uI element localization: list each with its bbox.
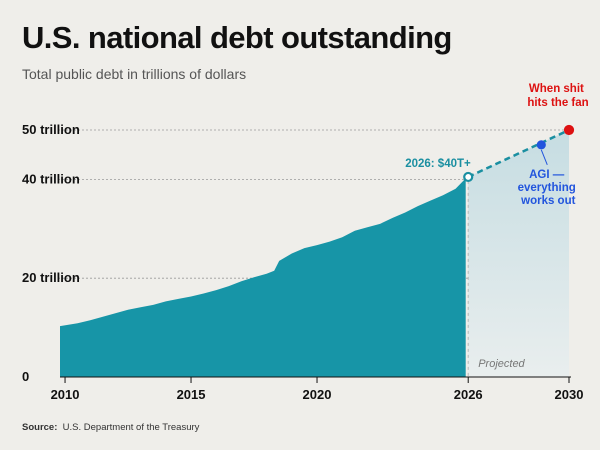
- marker-fan-label: When shit hits the fan: [527, 83, 588, 109]
- y-tick-label-50: 50 trillion: [22, 122, 80, 137]
- projected-label: Projected: [478, 358, 525, 370]
- marker-2026-point: [463, 171, 474, 183]
- x-tick-label-2010: 2010: [51, 387, 80, 402]
- chart-subtitle: Total public debt in trillions of dollar…: [22, 66, 247, 82]
- y-tick-label-20: 20 trillion: [22, 270, 80, 285]
- agi-leader-line: [540, 149, 548, 166]
- marker-agi-line-3: works out: [520, 195, 575, 207]
- marker-fan-point: [563, 124, 575, 136]
- axes-layer: 0 20 trillion 40 trillion 50 trillion 2010 20…: [22, 122, 583, 402]
- y-tick-label-40: 40 trillion: [22, 171, 80, 186]
- marker-2026-label: 2026: $40T+: [405, 158, 471, 170]
- marker-agi-line-1: AGI —: [529, 169, 565, 181]
- projection-area: [468, 130, 569, 377]
- marker-fan-line-1: When shit: [529, 83, 584, 95]
- marker-agi-line-2: everything: [518, 182, 576, 194]
- source-note: Source: U.S. Department of the Treasury: [22, 422, 199, 433]
- y-tick-label-0: 0: [22, 369, 29, 384]
- x-tick-label-2030: 2030: [555, 387, 584, 402]
- x-tick-label-2020: 2020: [303, 387, 332, 402]
- source-text: U.S. Department of the Treasury: [62, 422, 200, 433]
- marker-fan-line-2: hits the fan: [527, 97, 588, 109]
- marker-agi-point: [536, 140, 546, 150]
- chart-title: U.S. national debt outstanding: [22, 20, 452, 55]
- marker-layer: [463, 124, 575, 183]
- historical-debt-area: [60, 178, 466, 377]
- marker-agi-label: AGI — everything works out: [518, 169, 579, 207]
- source-label: Source:: [22, 422, 58, 433]
- x-tick-label-2015: 2015: [177, 387, 206, 402]
- projection-line: [467, 128, 570, 179]
- x-tick-label-2026: 2026: [454, 387, 483, 402]
